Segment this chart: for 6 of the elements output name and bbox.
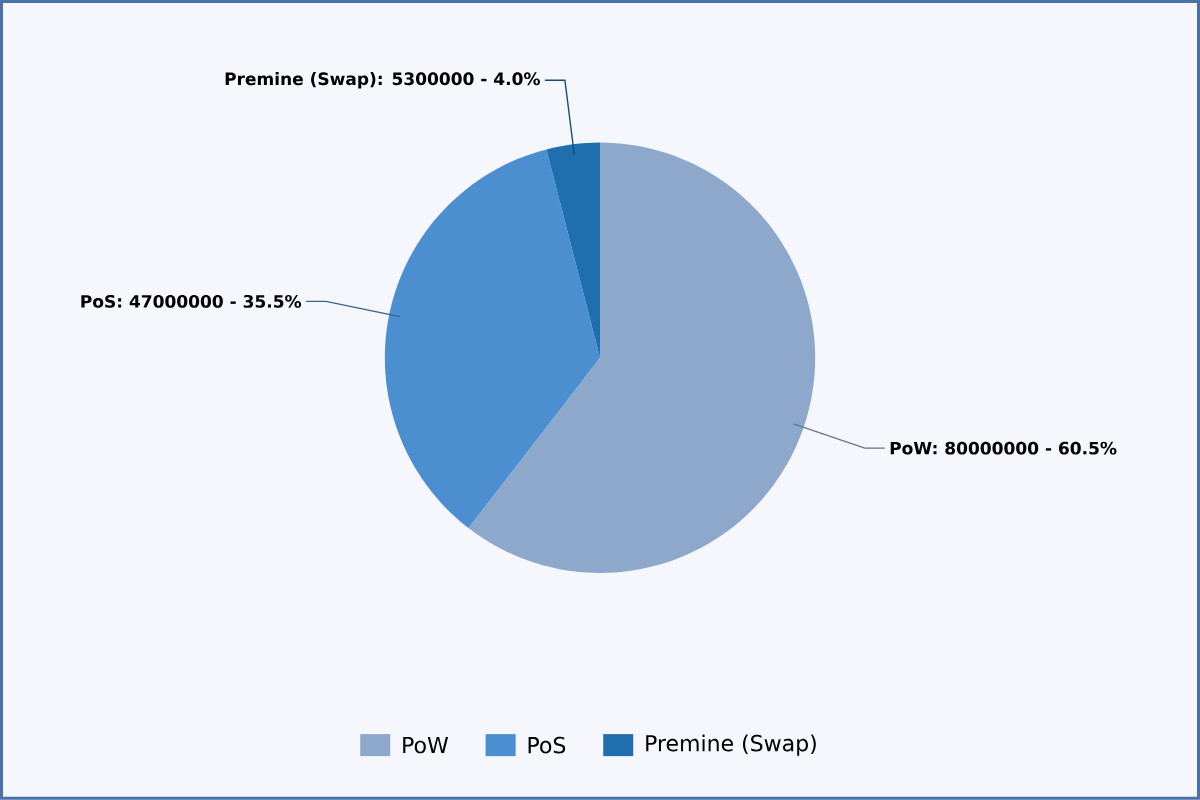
data-label: Premine (Swap): 5300000 - 4.0% (225, 72, 540, 89)
legend-label: Premine (Swap) (646, 734, 816, 756)
data-label: PoS: 47000000 - 35.5% (81, 295, 302, 308)
legend-label: PoS (528, 736, 566, 754)
data-label: PoW: 80000000 - 60.5% (890, 441, 1117, 455)
legend-label: PoW (403, 737, 449, 754)
